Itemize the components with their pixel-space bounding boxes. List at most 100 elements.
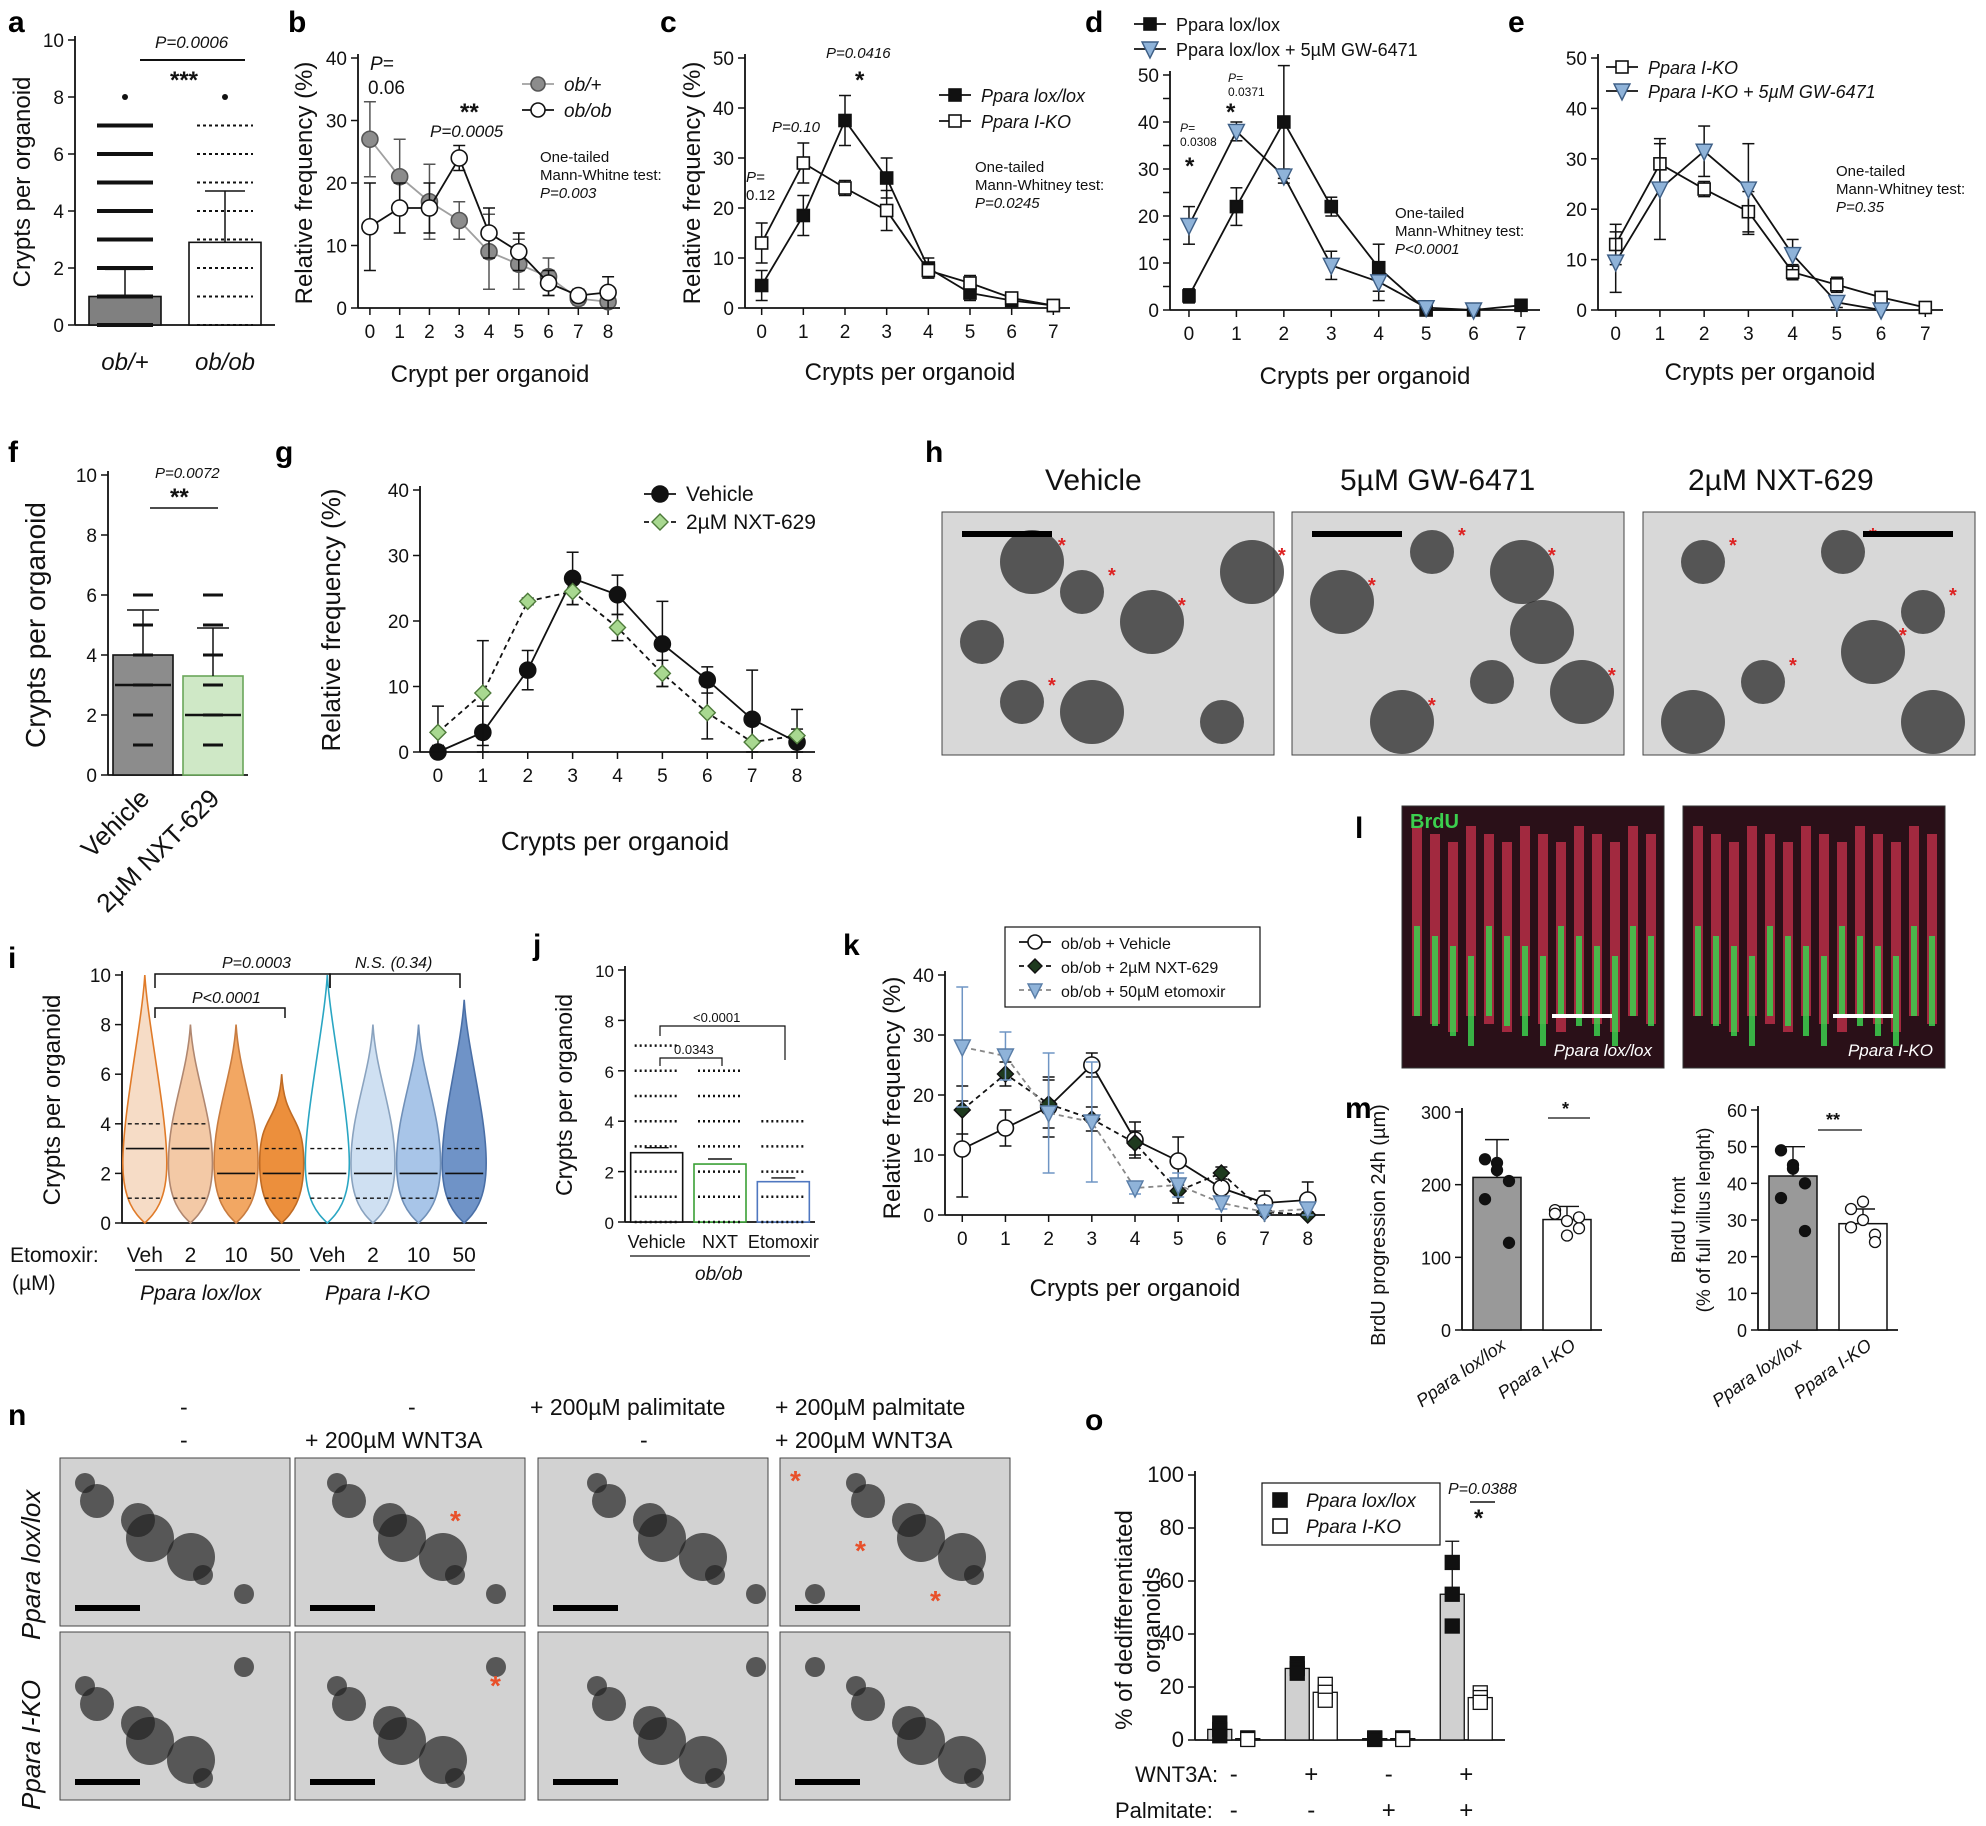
- c-point: [1004, 291, 1019, 305]
- g-y-tick-label: 0: [398, 743, 409, 764]
- e-point: [1918, 300, 1933, 315]
- o-palmitate-value: -: [1230, 1797, 1238, 1824]
- n-organoid: [897, 1717, 945, 1765]
- l-brdu-signal: [1558, 926, 1564, 1016]
- a-y-tick-label: 4: [53, 202, 64, 223]
- d-legend-marker: [1140, 41, 1160, 60]
- g-x-tick-label: 8: [792, 766, 803, 787]
- i-pvalue-2: P<0.0001: [192, 990, 261, 1007]
- c-y-tick-label: 20: [713, 199, 734, 220]
- l-villus: [1646, 834, 1656, 1024]
- i-violin: [304, 974, 351, 1225]
- f-bar: [182, 675, 244, 776]
- o-legend-label: Ppara I-KO: [1306, 1517, 1401, 1538]
- n-organoid: [126, 1514, 174, 1562]
- k-point: [953, 1140, 972, 1158]
- k-x-tick-label: 2: [1043, 1229, 1054, 1250]
- n-organoid: [746, 1584, 766, 1604]
- a-y-tick-label: 10: [43, 31, 64, 52]
- i-y-tick-label: 6: [100, 1065, 111, 1086]
- n-images: - - - + 200µM WNT3A + 200µM palimitate -…: [16, 1394, 1011, 1810]
- h-asterisk: *: [1899, 625, 1907, 647]
- n-asterisk: *: [790, 1465, 801, 1496]
- k-point: [1255, 1204, 1274, 1223]
- h-asterisk: *: [1458, 525, 1466, 547]
- m1-y-tick-label: 0: [1441, 1321, 1451, 1341]
- n-image-r1-c2: [294, 1457, 526, 1627]
- g-x-tick-label: 0: [433, 766, 444, 787]
- d-legend-marker: [1143, 17, 1157, 31]
- e-y-tick-label: 20: [1566, 200, 1587, 221]
- l-villus: [1574, 826, 1584, 1016]
- k-point: [1212, 1195, 1231, 1214]
- b-test-3: P=0.003: [540, 185, 597, 202]
- c-test-2: Mann-Whitney test:: [975, 177, 1104, 194]
- l-villus: [1412, 826, 1422, 1016]
- panel-label-i: i: [8, 942, 16, 975]
- c-point: [1046, 298, 1061, 313]
- e-x-tick-label: 1: [1655, 324, 1666, 345]
- n-organoid: [705, 1768, 725, 1788]
- c-legend-marker: [948, 114, 962, 128]
- l-villus: [1466, 826, 1476, 1016]
- n-image-r2-c4: [779, 1631, 1011, 1801]
- k-xlabel: Crypts per organoid: [1030, 1275, 1241, 1302]
- o-point: [1289, 1665, 1305, 1681]
- c-point: [963, 276, 977, 290]
- m1-ylabel: BrdU progression 24h (µm): [1368, 1104, 1390, 1346]
- e-test-3: P=0.35: [1836, 199, 1885, 216]
- o2-ylabel: organoids: [1139, 1567, 1166, 1672]
- k-y-tick-label: 20: [913, 1086, 934, 1107]
- k-legend-label: ob/ob + 2µM NXT-629: [1061, 960, 1218, 977]
- d-pvalue-0b: 0.0308: [1180, 135, 1217, 149]
- c-series-line: [760, 118, 1054, 307]
- k-point: [1298, 1201, 1317, 1220]
- b-point: [539, 274, 558, 292]
- b-x-tick-label: 4: [484, 322, 495, 343]
- g-x-tick-label: 2: [522, 766, 533, 787]
- l-villus: [1873, 834, 1883, 1024]
- h-asterisk: *: [1108, 565, 1116, 587]
- d-y-tick-label: 20: [1138, 207, 1159, 228]
- a-pvalue: P=0.0006: [155, 33, 229, 52]
- k-point: [996, 1119, 1015, 1137]
- h-asterisk: *: [1949, 585, 1957, 607]
- h-organoid: [1681, 540, 1725, 584]
- h-organoid: [1661, 690, 1725, 754]
- g-x-tick-label: 6: [702, 766, 713, 787]
- h-organoid: [1000, 530, 1064, 594]
- e-x-tick-label: 3: [1743, 324, 1754, 345]
- o-palmitate-value: -: [1307, 1797, 1315, 1824]
- l-brdu-signal: [1486, 926, 1492, 1016]
- h-organoid: [960, 620, 1004, 664]
- n-organoid: [897, 1514, 945, 1562]
- n-col2-line1: -: [408, 1394, 416, 1420]
- i-y-tick-label: 2: [100, 1164, 111, 1185]
- n-organoid: [964, 1768, 984, 1788]
- g-point: [743, 733, 762, 752]
- e-x-tick-label: 2: [1699, 324, 1710, 345]
- a-y-tick-label: 6: [53, 145, 64, 166]
- c-pvalue-2: P=0.0416: [826, 45, 891, 62]
- m2-y-tick-label: 40: [1727, 1174, 1747, 1194]
- m1-y-tick-label: 300: [1421, 1103, 1451, 1123]
- h-organoid: [1370, 690, 1434, 754]
- f-y-tick-label: 0: [86, 766, 97, 787]
- a-chart: 0 2 4 6 8 10 Crypts per organoid ob/+ ob/ob: [9, 31, 275, 376]
- m2-x-label: Ppara lox/lox: [1709, 1334, 1807, 1411]
- n-organoid: [638, 1514, 686, 1562]
- l-image-1: Ppara lox/lox: [1401, 805, 1665, 1069]
- n-organoid: [193, 1768, 213, 1788]
- c-series-line: [760, 161, 1054, 307]
- l-villus: [1693, 826, 1703, 1016]
- h-asterisk: *: [1368, 575, 1376, 597]
- i-ylabel: Crypts per organoid: [39, 995, 66, 1206]
- j-ylabel: Crypts per organoid: [551, 994, 577, 1196]
- d-point: [1464, 302, 1483, 321]
- m2-point: [1774, 1144, 1788, 1157]
- c-star: *: [855, 67, 865, 94]
- c-x-tick-label: 5: [965, 322, 976, 343]
- g-legend-label: Vehicle: [686, 483, 754, 506]
- c-point: [921, 263, 936, 278]
